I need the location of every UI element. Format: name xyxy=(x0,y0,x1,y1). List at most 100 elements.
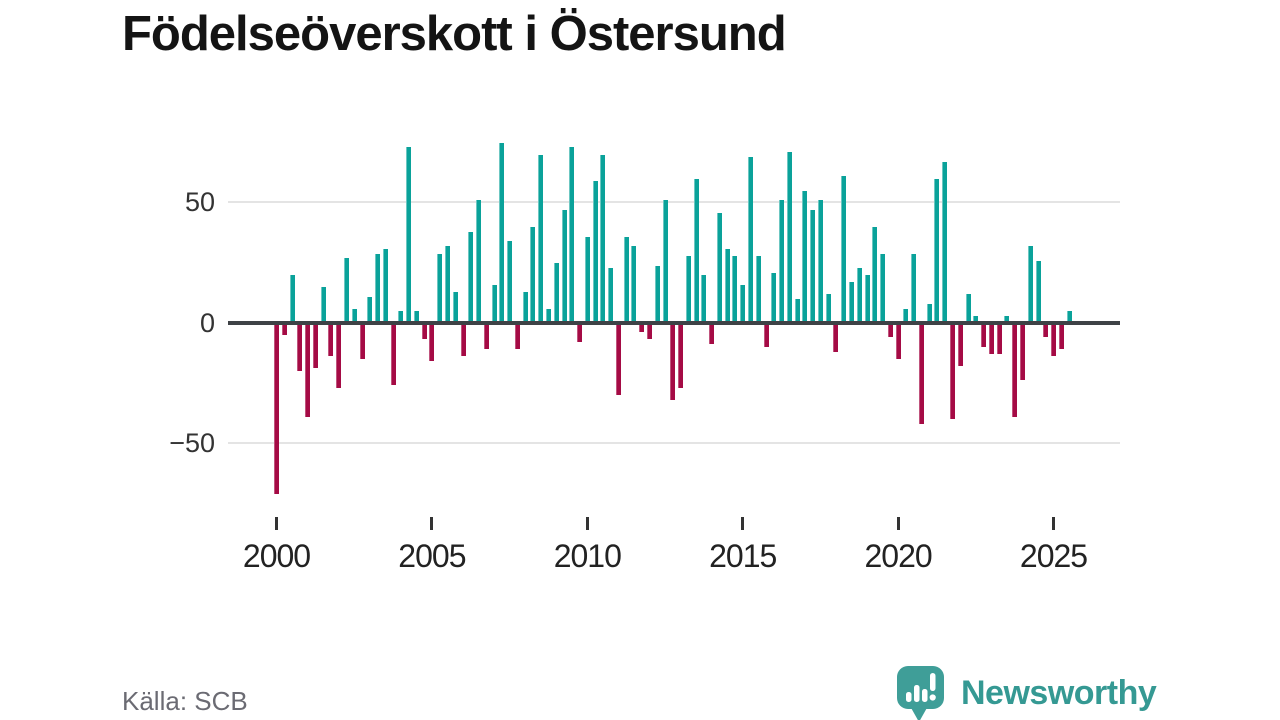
bar xyxy=(654,265,660,321)
bar xyxy=(328,324,334,356)
bar xyxy=(724,248,730,321)
bar xyxy=(592,180,598,321)
bar xyxy=(771,272,777,321)
x-axis-tick xyxy=(585,517,589,530)
x-axis-tick-label: 2020 xyxy=(864,538,933,574)
bar xyxy=(320,286,326,321)
bar xyxy=(483,324,489,349)
bar xyxy=(336,324,342,388)
bar xyxy=(965,293,971,321)
chart-title: Födelseöverskott i Östersund xyxy=(122,7,787,61)
bar xyxy=(732,255,738,321)
bar xyxy=(1066,310,1072,321)
bar xyxy=(367,296,373,321)
x-axis-tick xyxy=(896,517,900,530)
bar xyxy=(1004,315,1010,321)
gridline xyxy=(228,442,1120,444)
bar xyxy=(794,298,800,321)
bar xyxy=(755,255,761,321)
x-axis-tick-label: 2005 xyxy=(398,538,466,574)
bar xyxy=(615,324,621,395)
bar xyxy=(538,154,544,321)
bar xyxy=(406,146,412,321)
bar xyxy=(289,274,295,321)
newsworthy-logo-icon xyxy=(897,666,944,720)
x-axis-tick-label: 2025 xyxy=(1019,538,1088,574)
y-axis-tick-label: 0 xyxy=(199,307,215,338)
bar xyxy=(856,267,862,321)
bar xyxy=(701,274,707,321)
bar xyxy=(476,199,481,321)
bar xyxy=(981,324,987,347)
bar xyxy=(569,146,575,321)
bar xyxy=(639,324,645,332)
bar xyxy=(553,262,559,321)
bar xyxy=(942,161,948,321)
bar xyxy=(950,324,955,419)
y-axis-tick-label: −50 xyxy=(169,428,215,458)
bar xyxy=(763,324,769,347)
bar xyxy=(398,310,404,321)
bar xyxy=(864,274,870,321)
bar xyxy=(561,209,567,321)
bar xyxy=(631,245,637,321)
bar xyxy=(825,293,831,321)
bar xyxy=(872,226,878,321)
gridline xyxy=(228,201,1120,203)
bar xyxy=(903,308,909,321)
bar xyxy=(1027,245,1033,321)
source-label: Källa: SCB xyxy=(122,686,248,716)
y-axis-tick-label: 50 xyxy=(184,187,215,217)
x-axis-line xyxy=(228,320,1120,325)
bar xyxy=(514,324,520,349)
bar xyxy=(670,324,676,400)
bar xyxy=(849,281,854,321)
bar xyxy=(281,324,287,335)
bar xyxy=(577,324,582,342)
x-axis-tick xyxy=(275,517,278,530)
bar xyxy=(841,175,847,321)
bar xyxy=(343,257,349,321)
bar xyxy=(911,253,917,321)
x-axis-tick-label: 2000 xyxy=(242,538,311,574)
bar xyxy=(546,308,551,321)
bar xyxy=(623,236,629,321)
bar xyxy=(709,324,715,344)
bar xyxy=(1051,324,1056,356)
bar xyxy=(685,255,691,321)
bar xyxy=(810,209,816,321)
bar xyxy=(740,284,746,321)
bar xyxy=(693,178,699,321)
bar xyxy=(413,310,419,321)
bar xyxy=(996,324,1002,354)
bar xyxy=(1019,324,1025,380)
bar xyxy=(918,324,924,424)
bar xyxy=(507,240,513,321)
bar xyxy=(359,324,365,359)
bar xyxy=(786,151,792,321)
bar xyxy=(375,253,380,321)
bar xyxy=(468,231,474,321)
bar xyxy=(973,315,979,321)
bar xyxy=(351,308,357,321)
bar xyxy=(926,303,932,321)
x-axis-tick-label: 2010 xyxy=(553,538,622,574)
bar xyxy=(390,324,396,385)
bar xyxy=(382,248,388,321)
x-axis-tick xyxy=(1052,517,1055,530)
bar xyxy=(499,142,505,321)
bar xyxy=(887,324,893,337)
bar xyxy=(934,178,940,321)
bar xyxy=(608,267,614,321)
x-axis-tick-label: 2015 xyxy=(709,538,777,574)
bar xyxy=(895,324,901,359)
brand-name: Newsworthy xyxy=(961,673,1157,712)
bar xyxy=(421,324,427,339)
bar xyxy=(880,253,886,321)
bar xyxy=(1058,324,1064,349)
bar xyxy=(833,324,839,352)
bar xyxy=(957,324,963,366)
bar xyxy=(274,324,279,494)
